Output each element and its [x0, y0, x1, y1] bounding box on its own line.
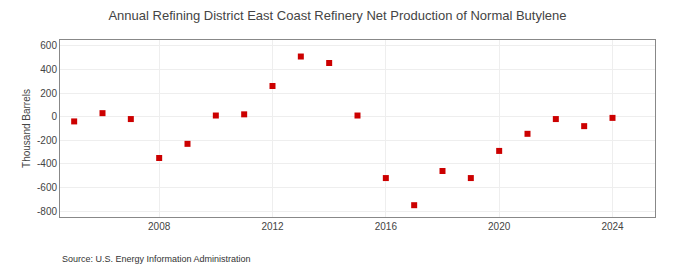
svg-text:2012: 2012: [261, 221, 284, 232]
svg-text:Annual Refining District East: Annual Refining District East Coast Refi…: [108, 8, 566, 23]
svg-text:Thousand Barrels: Thousand Barrels: [21, 89, 32, 168]
svg-text:2008: 2008: [148, 221, 171, 232]
svg-text:Source: U.S. Energy Informatio: Source: U.S. Energy Information Administ…: [62, 254, 251, 264]
svg-text:200: 200: [40, 88, 57, 99]
svg-text:2024: 2024: [601, 221, 624, 232]
svg-text:2016: 2016: [375, 221, 398, 232]
svg-text:-400: -400: [37, 158, 57, 169]
svg-text:-800: -800: [37, 206, 57, 217]
svg-text:600: 600: [40, 40, 57, 51]
svg-text:-600: -600: [37, 182, 57, 193]
svg-text:0: 0: [51, 111, 57, 122]
svg-text:400: 400: [40, 64, 57, 75]
svg-text:2020: 2020: [488, 221, 511, 232]
svg-text:-200: -200: [37, 135, 57, 146]
